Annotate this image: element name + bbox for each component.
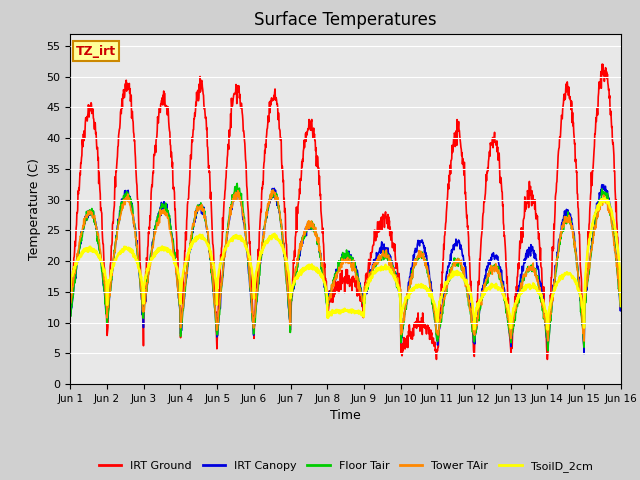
Title: Surface Temperatures: Surface Temperatures [254, 11, 437, 29]
Floor Tair [234, 180, 241, 186]
TsoilD_2cm [544, 326, 552, 332]
Legend: IRT Ground, IRT Canopy, Floor Tair, Tower TAir, TsoilD_2cm: IRT Ground, IRT Canopy, Floor Tair, Towe… [94, 457, 597, 477]
IRT Ground [617, 306, 625, 312]
Floor Tair [189, 223, 196, 228]
Floor Tair [504, 314, 511, 320]
Line: Tower TAir: Tower TAir [70, 190, 621, 341]
Tower TAir [269, 187, 277, 193]
Tower TAir [431, 317, 439, 323]
IRT Canopy [189, 230, 196, 236]
Floor Tair [175, 303, 183, 309]
Tower TAir [175, 300, 183, 306]
TsoilD_2cm [175, 275, 183, 281]
Tower TAir [552, 264, 559, 270]
IRT Canopy [580, 351, 588, 357]
IRT Ground [433, 357, 440, 362]
IRT Ground [598, 61, 606, 67]
TsoilD_2cm [189, 238, 196, 244]
IRT Canopy [67, 313, 74, 319]
Y-axis label: Temperature (C): Temperature (C) [28, 158, 41, 260]
TsoilD_2cm [431, 302, 439, 308]
IRT Ground [552, 191, 559, 196]
Tower TAir [617, 302, 625, 308]
IRT Canopy [503, 306, 511, 312]
TsoilD_2cm [617, 303, 625, 309]
Floor Tair [617, 304, 625, 310]
Floor Tair [552, 269, 560, 275]
Tower TAir [67, 300, 74, 306]
TsoilD_2cm [250, 285, 258, 290]
IRT Canopy [431, 316, 439, 322]
IRT Canopy [250, 323, 258, 328]
Tower TAir [189, 221, 196, 227]
IRT Ground [175, 291, 183, 297]
Floor Tair [431, 318, 439, 324]
IRT Ground [189, 132, 196, 138]
Tower TAir [250, 314, 258, 320]
TsoilD_2cm [67, 290, 74, 296]
IRT Ground [504, 274, 511, 279]
Line: TsoilD_2cm: TsoilD_2cm [70, 198, 621, 329]
Line: IRT Ground: IRT Ground [70, 64, 621, 360]
IRT Canopy [175, 302, 183, 308]
IRT Ground [67, 311, 74, 317]
Tower TAir [504, 312, 511, 318]
TsoilD_2cm [503, 301, 511, 307]
IRT Canopy [598, 182, 606, 188]
IRT Canopy [617, 304, 625, 310]
Text: TZ_irt: TZ_irt [76, 45, 116, 58]
TsoilD_2cm [600, 195, 608, 201]
IRT Canopy [552, 263, 559, 268]
Floor Tair [251, 315, 259, 321]
Tower TAir [580, 338, 588, 344]
IRT Ground [431, 339, 439, 345]
X-axis label: Time: Time [330, 409, 361, 422]
Line: IRT Canopy: IRT Canopy [70, 185, 621, 354]
Line: Floor Tair: Floor Tair [70, 183, 621, 351]
Floor Tair [67, 313, 74, 319]
IRT Ground [250, 324, 258, 330]
Floor Tair [544, 348, 552, 354]
TsoilD_2cm [552, 281, 559, 287]
